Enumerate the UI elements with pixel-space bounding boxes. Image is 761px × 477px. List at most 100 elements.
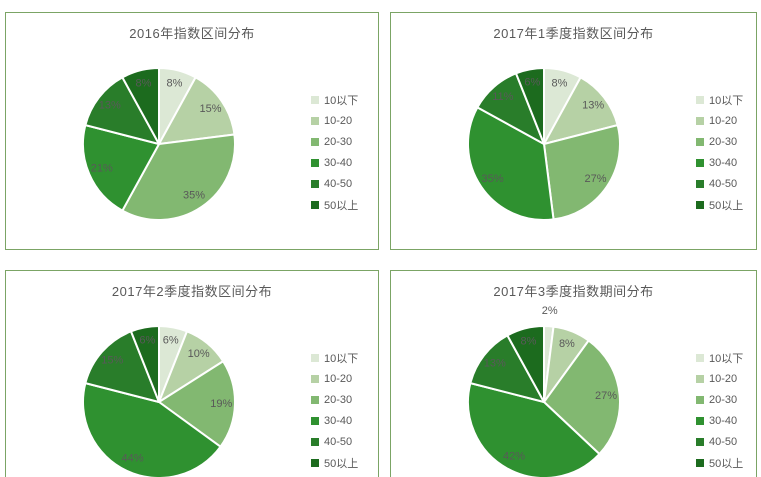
legend: 10以下 10-20 20-30 30-40 40-50 50以上	[696, 347, 743, 473]
pie-chart: 8% 15% 35% 21% 13% 8%	[82, 67, 236, 221]
legend-label: 10-20	[709, 372, 738, 385]
pie-slice-20-30	[543, 339, 622, 456]
slice-label: 15%	[199, 103, 221, 115]
legend-item-10以下: 10以下	[311, 89, 358, 110]
legend-swatch	[311, 95, 319, 104]
legend-label: 40-50	[709, 177, 738, 190]
pie-slice-40-50	[84, 330, 160, 403]
pie-slice-10-20	[543, 76, 619, 145]
slice-label: 21%	[91, 163, 113, 175]
legend-item-30-40: 30-40	[696, 152, 743, 173]
legend: 10以下 10-20 20-30 30-40 40-50 50以上	[696, 89, 743, 215]
legend-swatch	[696, 95, 704, 104]
slice-label: 13%	[582, 100, 604, 112]
slice-label: 19%	[210, 398, 232, 410]
legend-label: 50以上	[324, 457, 359, 470]
legend-label: 10-20	[709, 114, 738, 127]
legend-item-20-30: 20-30	[696, 131, 743, 152]
legend-swatch	[696, 395, 704, 404]
legend-item-30-40: 30-40	[696, 410, 743, 431]
chart-title: 2016年指数区间分布	[129, 26, 255, 41]
legend-item-40-50: 40-50	[696, 173, 743, 194]
legend-label: 10-20	[324, 372, 353, 385]
legend-item-50以上: 50以上	[696, 194, 743, 215]
pie-slice-30-40	[467, 382, 601, 477]
chart-title: 2017年3季度指数期间分布	[493, 284, 654, 299]
slice-label: 10%	[188, 348, 210, 360]
pie-chart: 2% 8% 27% 42% 13% 8%	[467, 305, 622, 477]
pie-chart: 8% 13% 27% 35% 11% 6%	[467, 67, 621, 221]
pie-slice-30-40	[467, 106, 555, 221]
legend-label: 40-50	[324, 177, 353, 190]
pie-slice-30-40	[82, 124, 160, 212]
slice-label: 13%	[484, 358, 506, 370]
legend-swatch	[311, 179, 319, 188]
legend-item-10-20: 10-20	[311, 110, 358, 131]
legend-item-10-20: 10-20	[696, 110, 743, 131]
legend-item-20-30: 20-30	[311, 131, 358, 152]
pie-slice-40-50	[469, 334, 545, 403]
chart-title: 2017年1季度指数区间分布	[493, 26, 654, 41]
legend-swatch	[696, 353, 704, 362]
legend-item-10以下: 10以下	[696, 347, 743, 368]
legend-item-20-30: 20-30	[311, 389, 358, 410]
slice-label: 11%	[492, 91, 513, 103]
pie-slice-20-30	[543, 124, 621, 221]
legend-swatch	[311, 116, 319, 125]
pie-slice-40-50	[84, 76, 160, 145]
chart-panel-2017-q2: 2017年2季度指数区间分布 6% 10% 19% 44% 15% 6% 10以下 10-2…	[5, 270, 379, 477]
chart-panel-2017-q1: 2017年1季度指数区间分布 8% 13% 27% 35% 11% 6% 10以下 10-2…	[390, 12, 757, 250]
legend-label: 30-40	[324, 414, 353, 427]
legend-item-50以上: 50以上	[311, 194, 358, 215]
legend-item-10以下: 10以下	[311, 347, 358, 368]
legend-swatch	[696, 416, 704, 425]
slice-label: 27%	[595, 390, 617, 402]
legend-swatch	[311, 353, 319, 362]
pie-slice-30-40	[82, 382, 222, 477]
slice-label: 42%	[503, 451, 525, 463]
legend-item-20-30: 20-30	[696, 389, 743, 410]
legend-swatch	[696, 137, 704, 146]
legend-item-30-40: 30-40	[311, 152, 358, 173]
legend-label: 10-20	[324, 114, 353, 127]
slice-label: 8%	[167, 78, 183, 90]
slice-label: 15%	[101, 355, 123, 367]
slice-label: 6%	[524, 77, 540, 89]
legend-item-10以下: 10以下	[696, 89, 743, 110]
legend-label: 40-50	[324, 435, 353, 448]
slice-label: 13%	[99, 100, 121, 112]
slice-label: 8%	[559, 338, 575, 350]
legend-label: 10以下	[324, 352, 359, 365]
legend-label: 20-30	[709, 393, 738, 406]
legend-swatch	[696, 200, 704, 209]
legend-swatch	[311, 374, 319, 383]
pie-slice-50以上	[515, 67, 545, 145]
pie-slice-20-30	[158, 360, 236, 448]
pie-slice-10-20	[158, 76, 236, 145]
slice-label: 6%	[139, 335, 155, 347]
pie-slice-50以上	[130, 325, 160, 403]
legend-item-40-50: 40-50	[311, 173, 358, 194]
slice-label: 27%	[584, 173, 606, 185]
legend-item-10-20: 10-20	[696, 368, 743, 389]
pie-chart: 6% 10% 19% 44% 15% 6%	[82, 325, 236, 477]
legend-label: 50以上	[709, 199, 744, 212]
legend-label: 20-30	[324, 393, 353, 406]
legend-swatch	[311, 395, 319, 404]
legend-swatch	[696, 179, 704, 188]
legend-label: 30-40	[709, 156, 738, 169]
legend-swatch	[696, 158, 704, 167]
legend-label: 10以下	[324, 94, 359, 107]
slice-label: 8%	[136, 78, 152, 90]
legend-swatch	[311, 437, 319, 446]
pie-slice-50以上	[121, 67, 160, 145]
legend-item-50以上: 50以上	[696, 452, 743, 473]
legend: 10以下 10-20 20-30 30-40 40-50 50以上	[311, 89, 358, 215]
legend-swatch	[696, 437, 704, 446]
chart-panel-2016: 2016年指数区间分布 8% 15% 35% 21% 13% 8% 10以下 10-20 20…	[5, 12, 379, 250]
legend-item-40-50: 40-50	[311, 431, 358, 452]
legend: 10以下 10-20 20-30 30-40 40-50 50以上	[311, 347, 358, 473]
legend-swatch	[311, 200, 319, 209]
chart-title: 2017年2季度指数区间分布	[111, 284, 273, 299]
